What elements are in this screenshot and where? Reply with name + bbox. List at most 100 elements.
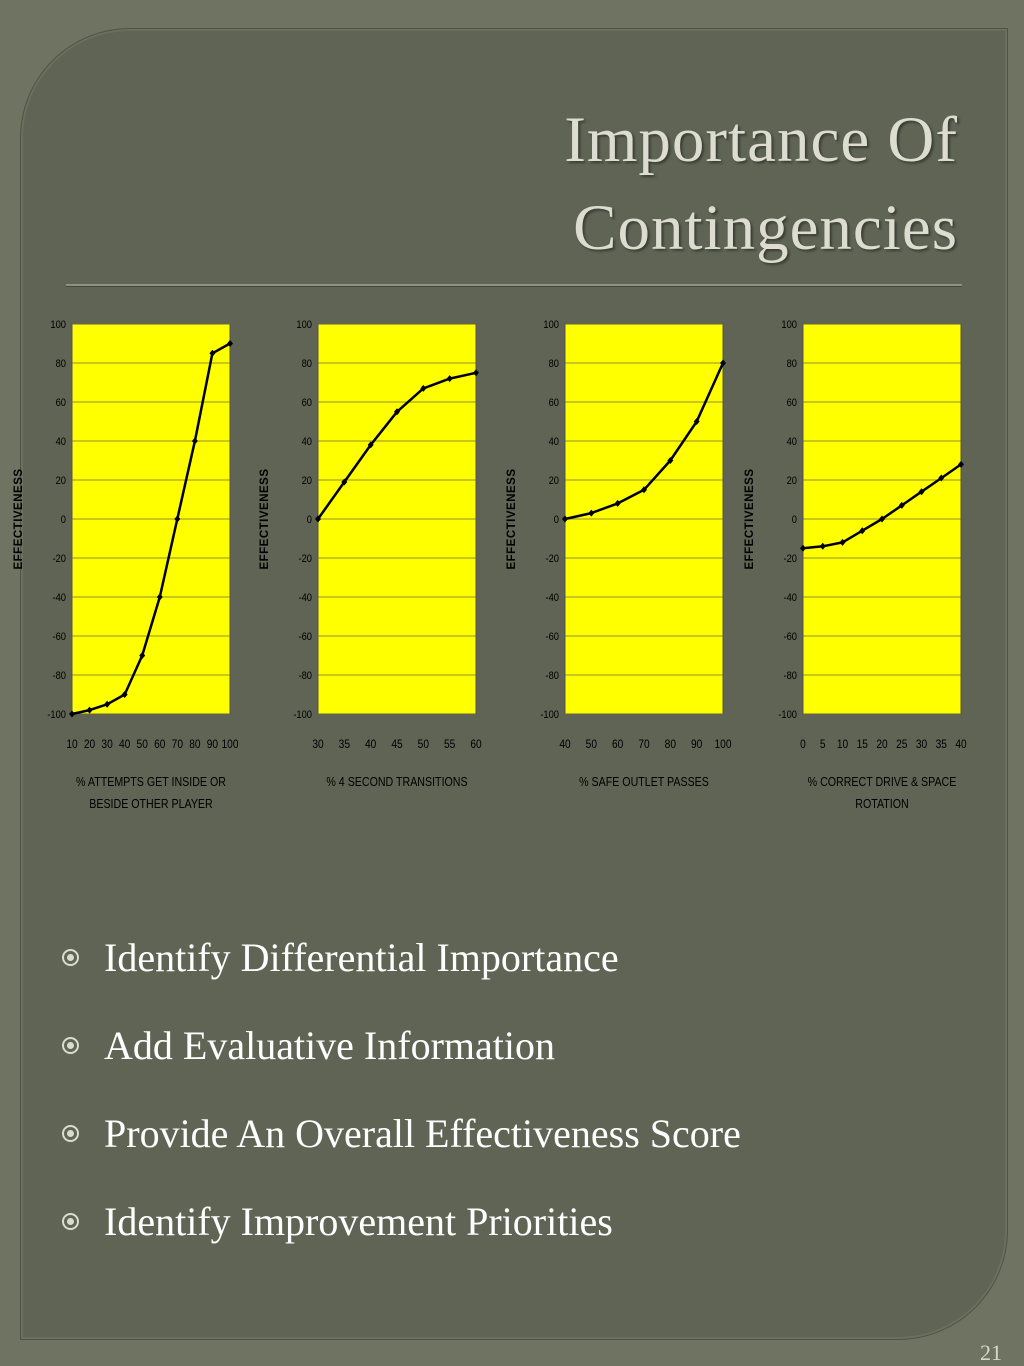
y-tick-label: 20 — [302, 475, 313, 487]
y-axis-label: EFFECTIVENESS — [744, 468, 756, 569]
chart-3: 100 80 60 40 20 0 -20 -40 -60 -80 -100 40 50 60 70 80 90… — [506, 319, 732, 789]
data-point — [473, 369, 479, 377]
data-point — [156, 593, 163, 601]
chart-4: 100 80 60 40 20 0 -20 -40 -60 -80 -100 0 5 10 15 20 25 30… — [744, 319, 967, 811]
bullet-text: Provide An Overall Effectiveness Score — [104, 1111, 741, 1156]
x-tick-label: 30 — [916, 738, 927, 751]
data-point — [121, 691, 128, 698]
y-tick-label: -20 — [784, 553, 798, 565]
bullet-text: Identify Improvement Priorities — [104, 1199, 613, 1244]
bullet-list: Identify Differential Importance Add Eva… — [62, 926, 962, 1278]
data-point — [859, 527, 866, 535]
x-tick-label: 35 — [936, 738, 947, 751]
chart-2: 100 80 60 40 20 0 -20 -40 -60 -80 -100 30 35 40 45 50 55… — [259, 319, 482, 789]
x-tick-label: 80 — [189, 738, 200, 751]
page-number: 21 — [980, 1340, 1002, 1365]
x-tick-label: 5 — [820, 738, 826, 751]
y-tick-label: 40 — [302, 436, 313, 448]
y-tick-label: 100 — [781, 319, 797, 331]
x-tick-label: 80 — [665, 738, 676, 751]
x-tick-label: 70 — [638, 738, 649, 751]
data-point — [139, 652, 146, 659]
x-tick-label: 90 — [691, 738, 702, 751]
data-point — [69, 710, 75, 718]
y-tick-label: 100 — [296, 319, 312, 331]
data-point — [667, 457, 674, 464]
x-tick-label: 70 — [172, 738, 183, 751]
data-point — [693, 418, 700, 425]
y-tick-label: 60 — [302, 397, 313, 409]
data-point — [898, 501, 905, 509]
x-tick-label: 35 — [339, 738, 350, 751]
x-tick-label: 90 — [207, 738, 218, 751]
y-tick-label: 0 — [792, 514, 797, 526]
y-tick-label: 0 — [554, 514, 559, 526]
data-point — [104, 700, 111, 708]
bullet-circle-icon — [62, 1037, 79, 1054]
data-point — [562, 515, 568, 523]
x-tick-label: 40 — [559, 738, 570, 751]
y-tick-label: 20 — [56, 475, 67, 487]
x-tick-label: 60 — [470, 738, 481, 751]
data-point — [209, 349, 216, 357]
x-tick-label: 40 — [119, 738, 130, 751]
y-tick-label: 80 — [56, 358, 67, 370]
data-point — [86, 706, 93, 714]
bullet-circle-icon — [62, 949, 79, 966]
y-tick-label: -20 — [299, 553, 313, 565]
x-axis-label: BESIDE OTHER PLAYER — [89, 796, 213, 811]
slide-title: Importance Of Contingencies — [258, 96, 958, 272]
y-tick-label: 0 — [307, 514, 312, 526]
data-point — [641, 486, 647, 494]
y-tick-label: -60 — [299, 631, 313, 643]
y-tick-label: -80 — [784, 670, 798, 682]
data-point — [420, 384, 427, 392]
data-point — [446, 375, 453, 383]
y-tick-label: 0 — [61, 514, 66, 526]
x-tick-label: 55 — [444, 738, 455, 751]
x-axis-label: % CORRECT DRIVE & SPACE — [808, 774, 957, 789]
data-point — [839, 538, 846, 546]
bullet-circle-icon — [62, 1125, 79, 1142]
y-tick-label: -40 — [299, 592, 313, 604]
title-line-2: Contingencies — [573, 192, 958, 264]
data-point — [367, 441, 374, 449]
y-tick-label: 60 — [787, 397, 798, 409]
bullet-item: Identify Differential Importance — [62, 926, 962, 1014]
x-tick-label: 30 — [101, 738, 112, 751]
y-tick-label: -100 — [540, 709, 559, 721]
x-tick-label: 25 — [896, 738, 907, 751]
data-point — [819, 542, 826, 550]
series-line — [71, 342, 231, 716]
data-point — [341, 478, 348, 486]
data-point — [394, 408, 400, 416]
x-tick-label: 40 — [955, 738, 966, 751]
y-tick-label: -80 — [53, 670, 67, 682]
y-tick-label: -40 — [53, 592, 67, 604]
y-axis-label: EFFECTIVENESS — [259, 468, 271, 569]
x-tick-label: 45 — [391, 738, 402, 751]
x-axis-label: % 4 SECOND TRANSITIONS — [326, 774, 467, 789]
y-tick-label: 100 — [50, 319, 66, 331]
data-point — [227, 340, 233, 347]
y-tick-label: 20 — [549, 475, 560, 487]
bullet-text: Add Evaluative Information — [104, 1023, 555, 1068]
data-point — [191, 437, 198, 445]
y-tick-label: -20 — [546, 553, 560, 565]
bullet-item: Add Evaluative Information — [62, 1014, 962, 1102]
x-tick-label: 30 — [312, 738, 323, 751]
bullet-item: Identify Improvement Priorities — [62, 1190, 962, 1278]
chart-1: 100 80 60 40 20 0 -20 -40 -60 -80 -100 10 20 30 40 50 60… — [13, 319, 239, 811]
x-axis-label: ROTATION — [855, 796, 908, 811]
y-tick-label: 40 — [549, 436, 560, 448]
x-axis-label: % ATTEMPTS GET INSIDE OR — [76, 774, 226, 789]
x-tick-label: 50 — [137, 738, 148, 751]
y-tick-label: -100 — [293, 709, 312, 721]
x-tick-label: 60 — [612, 738, 623, 751]
x-tick-label: 20 — [876, 738, 887, 751]
y-tick-label: -60 — [546, 631, 560, 643]
data-point — [918, 488, 925, 496]
y-tick-label: -40 — [784, 592, 798, 604]
